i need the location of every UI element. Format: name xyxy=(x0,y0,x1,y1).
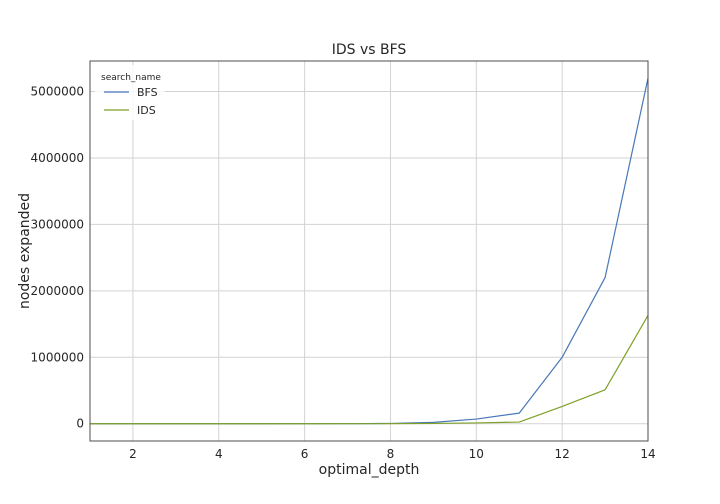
x-tick-label: 14 xyxy=(640,447,655,461)
y-tick-label: 2000000 xyxy=(31,284,84,298)
x-tick-label: 10 xyxy=(469,447,484,461)
x-tick-label: 12 xyxy=(555,447,570,461)
series-line-ids xyxy=(90,315,649,425)
chart-title: IDS vs BFS xyxy=(332,42,407,58)
y-tick-label: 5000000 xyxy=(31,85,84,99)
x-tick-label: 4 xyxy=(215,447,223,461)
x-tick-label: 8 xyxy=(387,447,395,461)
series-line-bfs xyxy=(90,78,649,425)
y-tick-label: 4000000 xyxy=(31,151,84,165)
legend-label-ids: IDS xyxy=(137,104,156,117)
legend-label-bfs: BFS xyxy=(137,86,158,99)
x-axis-title: optimal_depth xyxy=(319,462,420,478)
y-tick-label: 0 xyxy=(76,417,84,431)
y-axis-title: nodes expanded xyxy=(17,193,33,309)
y-tick-label: 1000000 xyxy=(31,350,84,364)
grid xyxy=(90,61,649,441)
legend: search_name BFS IDS xyxy=(95,65,165,120)
x-tick-label: 6 xyxy=(301,447,309,461)
plot-frame xyxy=(89,60,649,442)
legend-title: search_name xyxy=(101,73,161,83)
y-tick-label: 3000000 xyxy=(31,217,84,231)
x-tick-label: 2 xyxy=(129,447,137,461)
tick-labels: 2 4 6 8 10 12 14 0 1000000 2000000 3000000 4000000 5… xyxy=(31,85,656,461)
series-lines xyxy=(90,78,649,425)
